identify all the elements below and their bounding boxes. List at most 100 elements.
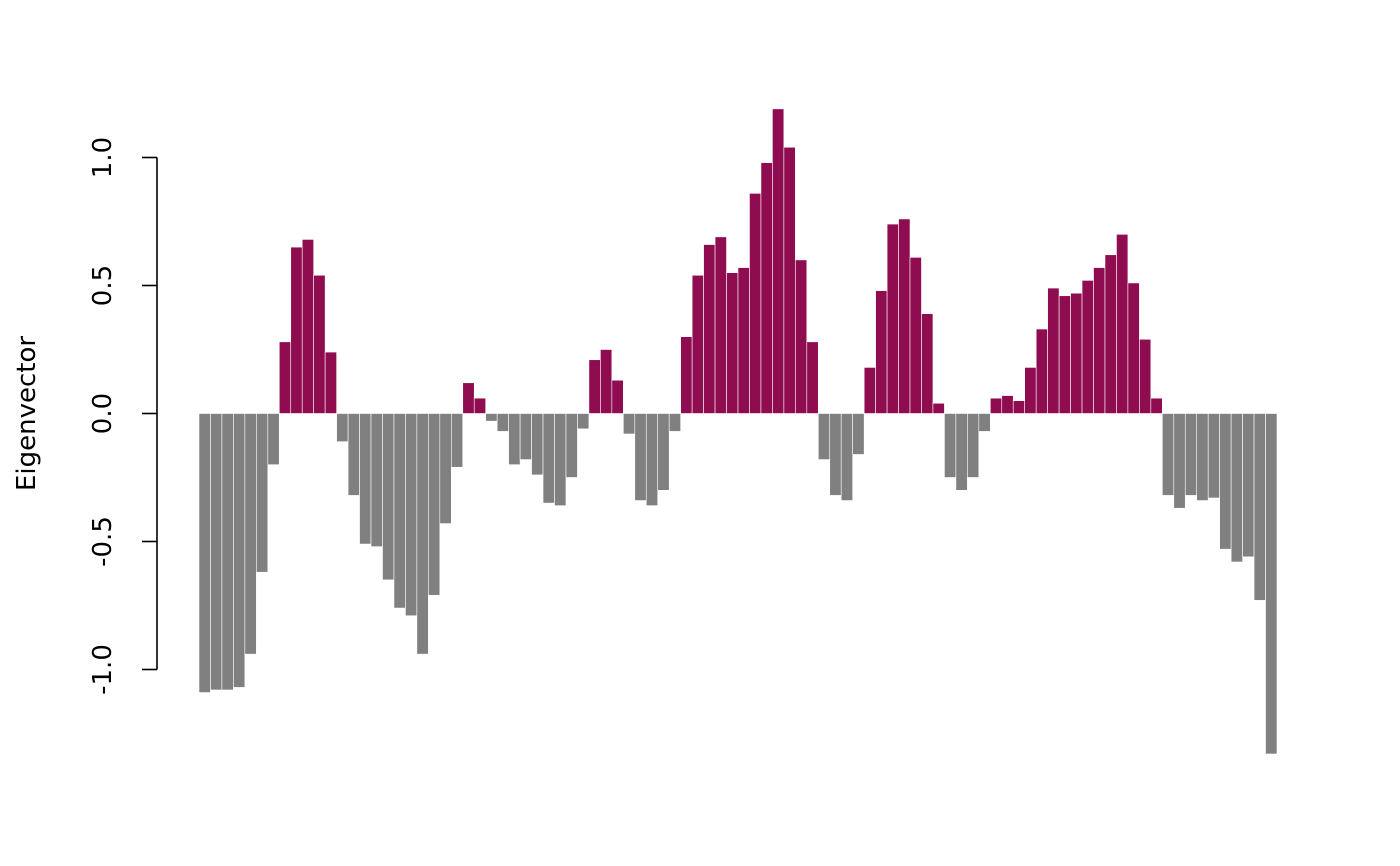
bar bbox=[886, 223, 899, 414]
bar bbox=[1173, 413, 1186, 509]
bar bbox=[1070, 292, 1083, 414]
bar bbox=[278, 341, 292, 414]
bar bbox=[634, 413, 647, 501]
bar bbox=[588, 359, 601, 414]
bar bbox=[1058, 295, 1071, 414]
bar bbox=[714, 236, 727, 414]
bar bbox=[428, 413, 441, 596]
bar bbox=[829, 413, 842, 496]
bar bbox=[450, 413, 464, 468]
bar bbox=[1139, 338, 1152, 414]
bar bbox=[726, 272, 739, 414]
bar bbox=[542, 413, 555, 504]
bar bbox=[301, 239, 314, 414]
bar bbox=[1230, 413, 1243, 563]
bar bbox=[531, 413, 544, 476]
bar bbox=[657, 413, 670, 491]
bar bbox=[680, 336, 693, 414]
bar bbox=[210, 413, 223, 691]
bar bbox=[324, 351, 337, 414]
bar bbox=[1242, 413, 1255, 558]
bar bbox=[600, 349, 613, 414]
bar bbox=[462, 382, 475, 414]
bar bbox=[863, 367, 876, 414]
bar bbox=[875, 290, 888, 414]
bar bbox=[256, 413, 269, 573]
bar bbox=[1219, 413, 1232, 550]
bar bbox=[1081, 280, 1094, 414]
y-tick-label: 1.0 bbox=[88, 137, 118, 178]
bar bbox=[1035, 328, 1048, 414]
bar bbox=[244, 413, 257, 655]
bar bbox=[611, 379, 624, 414]
bar bbox=[1116, 234, 1129, 414]
bar bbox=[1207, 413, 1220, 499]
bar bbox=[198, 413, 211, 693]
bar bbox=[508, 413, 521, 466]
bar bbox=[267, 413, 280, 466]
y-axis: -1.0 -0.5 0.0 0.5 1.0 bbox=[88, 137, 158, 695]
bar bbox=[691, 274, 704, 414]
bar bbox=[898, 218, 911, 414]
bar bbox=[760, 162, 773, 414]
bar bbox=[1253, 413, 1266, 601]
bar bbox=[749, 193, 762, 414]
bar bbox=[1127, 282, 1140, 414]
bar bbox=[1184, 413, 1198, 496]
bar bbox=[405, 413, 418, 617]
bars-group bbox=[198, 108, 1278, 755]
bar bbox=[233, 413, 246, 688]
bar bbox=[485, 413, 498, 422]
bar bbox=[944, 413, 957, 478]
bar bbox=[416, 413, 429, 655]
bar bbox=[772, 108, 785, 414]
bar bbox=[978, 413, 991, 432]
bar bbox=[703, 244, 716, 414]
bar bbox=[221, 413, 234, 691]
bar bbox=[1012, 400, 1025, 414]
bar bbox=[1047, 287, 1060, 414]
y-tick-label: -0.5 bbox=[88, 516, 118, 567]
bar bbox=[852, 413, 865, 455]
bar bbox=[577, 413, 590, 430]
bar bbox=[795, 259, 808, 414]
bar bbox=[737, 267, 750, 414]
bar bbox=[336, 413, 349, 442]
bar bbox=[1265, 413, 1278, 755]
bar bbox=[668, 413, 681, 432]
bar bbox=[1162, 413, 1175, 496]
bar bbox=[370, 413, 383, 547]
bar bbox=[967, 413, 980, 478]
bar bbox=[382, 413, 395, 581]
bar bbox=[645, 413, 659, 506]
y-tick-label: 0.0 bbox=[88, 393, 118, 434]
bar bbox=[989, 397, 1003, 414]
bar bbox=[909, 257, 922, 414]
bar bbox=[1104, 254, 1117, 414]
bar bbox=[519, 413, 532, 460]
y-axis-label: Eigenvector bbox=[12, 336, 42, 491]
bar bbox=[921, 313, 934, 414]
bar bbox=[783, 146, 796, 414]
bar bbox=[955, 413, 968, 491]
bar bbox=[496, 413, 509, 432]
y-tick-label: -1.0 bbox=[88, 644, 118, 695]
bar bbox=[817, 413, 831, 460]
bar bbox=[313, 274, 326, 414]
bar bbox=[393, 413, 406, 609]
bar bbox=[347, 413, 360, 496]
bar bbox=[1150, 397, 1163, 414]
bar bbox=[1093, 267, 1106, 414]
bar bbox=[1024, 367, 1037, 414]
bar bbox=[932, 402, 945, 414]
bar bbox=[1196, 413, 1209, 501]
bar bbox=[473, 397, 487, 414]
bar bbox=[565, 413, 578, 478]
bar bbox=[554, 413, 567, 506]
bar bbox=[439, 413, 452, 524]
bar bbox=[1001, 395, 1014, 414]
bar bbox=[806, 341, 819, 414]
bar bbox=[623, 413, 636, 435]
bar bbox=[290, 246, 303, 414]
